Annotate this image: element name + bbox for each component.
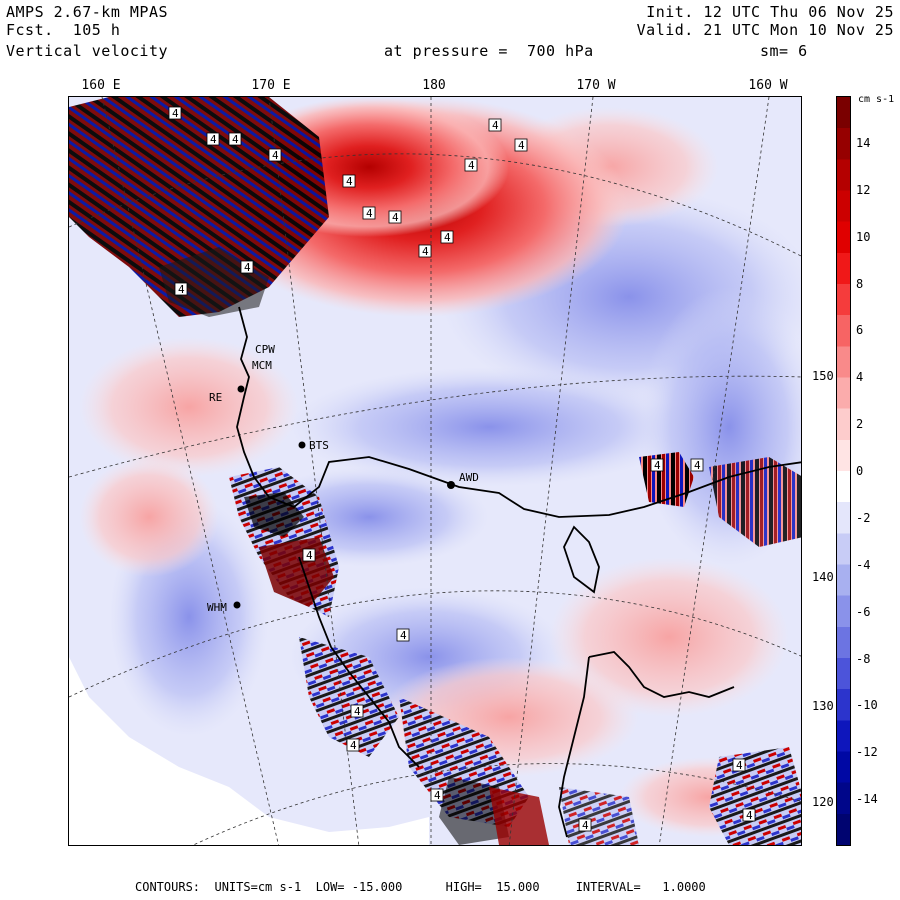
svg-text:4: 4 — [400, 629, 407, 642]
colorbar-tick: 8 — [856, 276, 864, 291]
svg-text:4: 4 — [434, 789, 441, 802]
colorbar — [836, 96, 851, 846]
station-bts: BTS — [309, 439, 329, 452]
svg-text:4: 4 — [736, 759, 743, 772]
colorbar-tick: 14 — [856, 135, 871, 150]
pressure-level: at pressure = 700 hPa — [384, 42, 594, 60]
svg-text:4: 4 — [306, 549, 313, 562]
colorbar-tick: -14 — [856, 792, 878, 807]
svg-text:4: 4 — [746, 809, 753, 822]
colorbar-unit: cm s-1 — [858, 94, 895, 105]
svg-text:4: 4 — [392, 211, 399, 224]
station-whm: WHM — [207, 601, 227, 614]
svg-text:4: 4 — [422, 245, 429, 258]
colorbar-tick: 4 — [856, 370, 864, 385]
colorbar-tick: 12 — [856, 182, 871, 197]
smoothing: sm= 6 — [760, 42, 808, 60]
colorbar-tick: -2 — [856, 510, 871, 525]
lon-label-180: 180 — [422, 78, 446, 93]
svg-text:4: 4 — [210, 133, 217, 146]
svg-text:4: 4 — [178, 283, 185, 296]
valid-time: Valid. 21 UTC Mon 10 Nov 25 — [636, 21, 894, 39]
svg-text:4: 4 — [582, 819, 589, 832]
station-awd: AWD — [459, 471, 479, 484]
station-re: RE — [209, 391, 222, 404]
svg-text:4: 4 — [366, 207, 373, 220]
vertical-velocity-map: 4 4 4 4 4 4 4 4 4 4 4 4 4 4 4 4 4 4 4 4 … — [68, 96, 802, 846]
colorbar-tick: 6 — [856, 323, 864, 338]
model-title: AMPS 2.67-km MPAS — [6, 3, 169, 21]
svg-text:4: 4 — [244, 261, 251, 274]
svg-text:4: 4 — [232, 133, 239, 146]
svg-text:4: 4 — [346, 175, 353, 188]
colorbar-tick: 10 — [856, 229, 871, 244]
svg-text:4: 4 — [272, 149, 279, 162]
colorbar-tick: 2 — [856, 417, 864, 432]
svg-text:4: 4 — [654, 459, 661, 472]
colorbar-tick: -12 — [856, 745, 878, 760]
lon-label-160w: 160 W — [748, 78, 788, 93]
contour-labels: 4 4 4 4 4 4 4 4 4 4 4 4 4 4 4 4 4 4 4 4 … — [168, 106, 756, 832]
colorbar-tick: -8 — [856, 651, 871, 666]
station-mcm: MCM — [252, 359, 272, 372]
colorbar-tick: -10 — [856, 698, 878, 713]
contour-info: CONTOURS: UNITS=cm s-1 LOW= -15.000 HIGH… — [135, 880, 706, 894]
svg-text:4: 4 — [172, 107, 179, 120]
colorbar-tick: -6 — [856, 604, 871, 619]
colorbar-tick: -4 — [856, 557, 871, 572]
svg-text:4: 4 — [354, 705, 361, 718]
lon-label-170w: 170 W — [576, 78, 616, 93]
lon-label-160e: 160 E — [81, 78, 121, 93]
svg-text:4: 4 — [492, 119, 499, 132]
svg-text:4: 4 — [694, 459, 701, 472]
colorbar-tick: 0 — [856, 464, 864, 478]
station-cpw: CPW — [255, 343, 275, 356]
svg-text:4: 4 — [518, 139, 525, 152]
svg-text:4: 4 — [468, 159, 475, 172]
init-time: Init. 12 UTC Thu 06 Nov 25 — [646, 3, 894, 21]
svg-text:4: 4 — [350, 739, 357, 752]
svg-text:4: 4 — [444, 231, 451, 244]
field-name: Vertical velocity — [6, 42, 169, 60]
lon-label-170e: 170 E — [251, 78, 291, 93]
forecast-hour: Fcst. 105 h — [6, 21, 121, 39]
station-markers: CPW MCM RE BTS AWD WHM — [207, 343, 479, 614]
